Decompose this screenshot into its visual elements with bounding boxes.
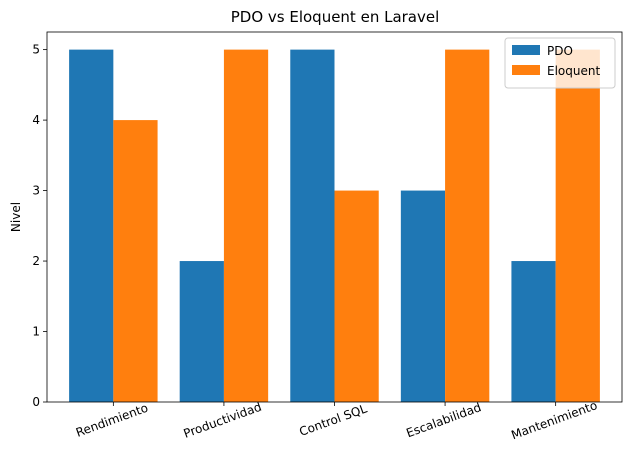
bar-eloquent-4 [555,49,600,402]
bar-eloquent-2 [334,190,379,402]
chart-title: PDO vs Eloquent en Laravel [231,8,440,26]
y-tick-label: 3 [32,184,40,198]
y-tick-label: 1 [32,325,40,339]
bar-eloquent-3 [445,49,490,402]
y-tick-label: 0 [32,395,40,409]
y-tick-label: 2 [32,254,40,268]
legend-label-pdo: PDO [547,44,573,58]
x-tick-label: Escalabilidad [404,400,483,440]
x-tick-label: Rendimiento [74,401,150,440]
x-tick-label: Control SQL [297,401,369,439]
legend-swatch-pdo [512,45,540,55]
bar-eloquent-1 [223,49,269,402]
bars-group [69,49,600,402]
bar-pdo-3 [400,190,446,402]
y-tick-label: 5 [32,43,40,57]
legend-swatch-eloquent [512,65,540,75]
bar-pdo-4 [511,261,556,402]
bar-eloquent-0 [113,120,158,402]
x-tick-label: Productividad [182,400,264,441]
legend: PDO Eloquent [504,37,616,89]
y-tick-label: 4 [32,113,40,127]
bar-pdo-0 [69,49,114,402]
legend-label-eloquent: Eloquent [547,64,600,78]
bar-pdo-1 [179,261,224,402]
x-tick-label: Mantenimiento [509,398,599,442]
bar-pdo-2 [290,49,335,402]
y-axis-label: Nivel [9,202,23,232]
